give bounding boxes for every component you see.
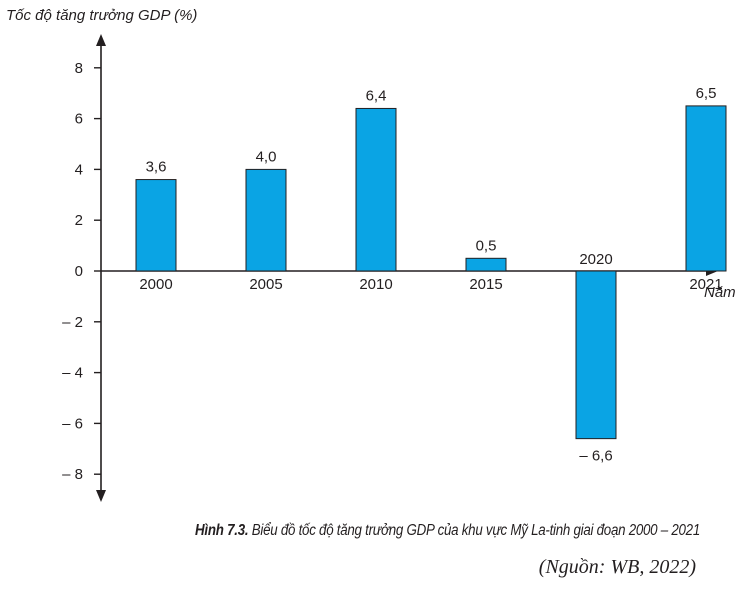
bar bbox=[685, 105, 727, 272]
y-tick-label: – 2 bbox=[62, 314, 83, 331]
bar bbox=[575, 270, 617, 440]
figure-caption: Hình 7.3. Biểu đồ tốc độ tăng trưởng GDP… bbox=[98, 522, 700, 540]
caption-text: Biểu đồ tốc độ tăng trưởng GDP của khu v… bbox=[248, 522, 701, 539]
y-tick-label: 0 bbox=[75, 263, 83, 280]
y-tick-label: 6 bbox=[75, 111, 83, 128]
caption-label: Hình 7.3. bbox=[195, 522, 249, 539]
y-tick-label: – 6 bbox=[62, 415, 83, 432]
x-axis-title: Năm bbox=[704, 284, 736, 301]
x-tick-label: 2000 bbox=[139, 276, 172, 293]
y-axis-title: Tốc độ tăng trưởng GDP (%) bbox=[6, 7, 197, 24]
y-tick-label: – 8 bbox=[62, 466, 83, 483]
source-note: (Nguồn: WB, 2022) bbox=[538, 556, 696, 578]
x-tick-label: 2020 bbox=[579, 251, 612, 268]
bar-value-label: 6,5 bbox=[696, 85, 717, 102]
bar-value-label: – 6,6 bbox=[579, 448, 612, 465]
bar bbox=[135, 179, 177, 272]
x-tick-label: 2005 bbox=[249, 276, 282, 293]
x-tick-label: 2015 bbox=[469, 276, 502, 293]
y-axis-arrow-up bbox=[96, 34, 106, 46]
bar bbox=[355, 107, 397, 272]
y-tick-label: 8 bbox=[75, 60, 83, 77]
bar bbox=[245, 168, 287, 272]
y-tick-label: – 4 bbox=[62, 365, 83, 382]
bar bbox=[465, 257, 507, 272]
bar-value-label: 3,6 bbox=[146, 159, 167, 176]
y-tick-label: 4 bbox=[75, 161, 83, 178]
y-axis-arrow-down bbox=[96, 490, 106, 502]
x-tick-label: 2010 bbox=[359, 276, 392, 293]
y-tick-label: 2 bbox=[75, 212, 83, 229]
bar-value-label: 0,5 bbox=[476, 237, 497, 254]
gdp-growth-bar-chart: Tốc độ tăng trưởng GDP (%) 8 6 4 2 0 – 2 – 4 – … bbox=[6, 7, 736, 502]
x-tick-label: 2021 bbox=[689, 276, 722, 293]
bar-value-label: 6,4 bbox=[366, 87, 387, 104]
bar-value-label: 4,0 bbox=[256, 148, 277, 165]
